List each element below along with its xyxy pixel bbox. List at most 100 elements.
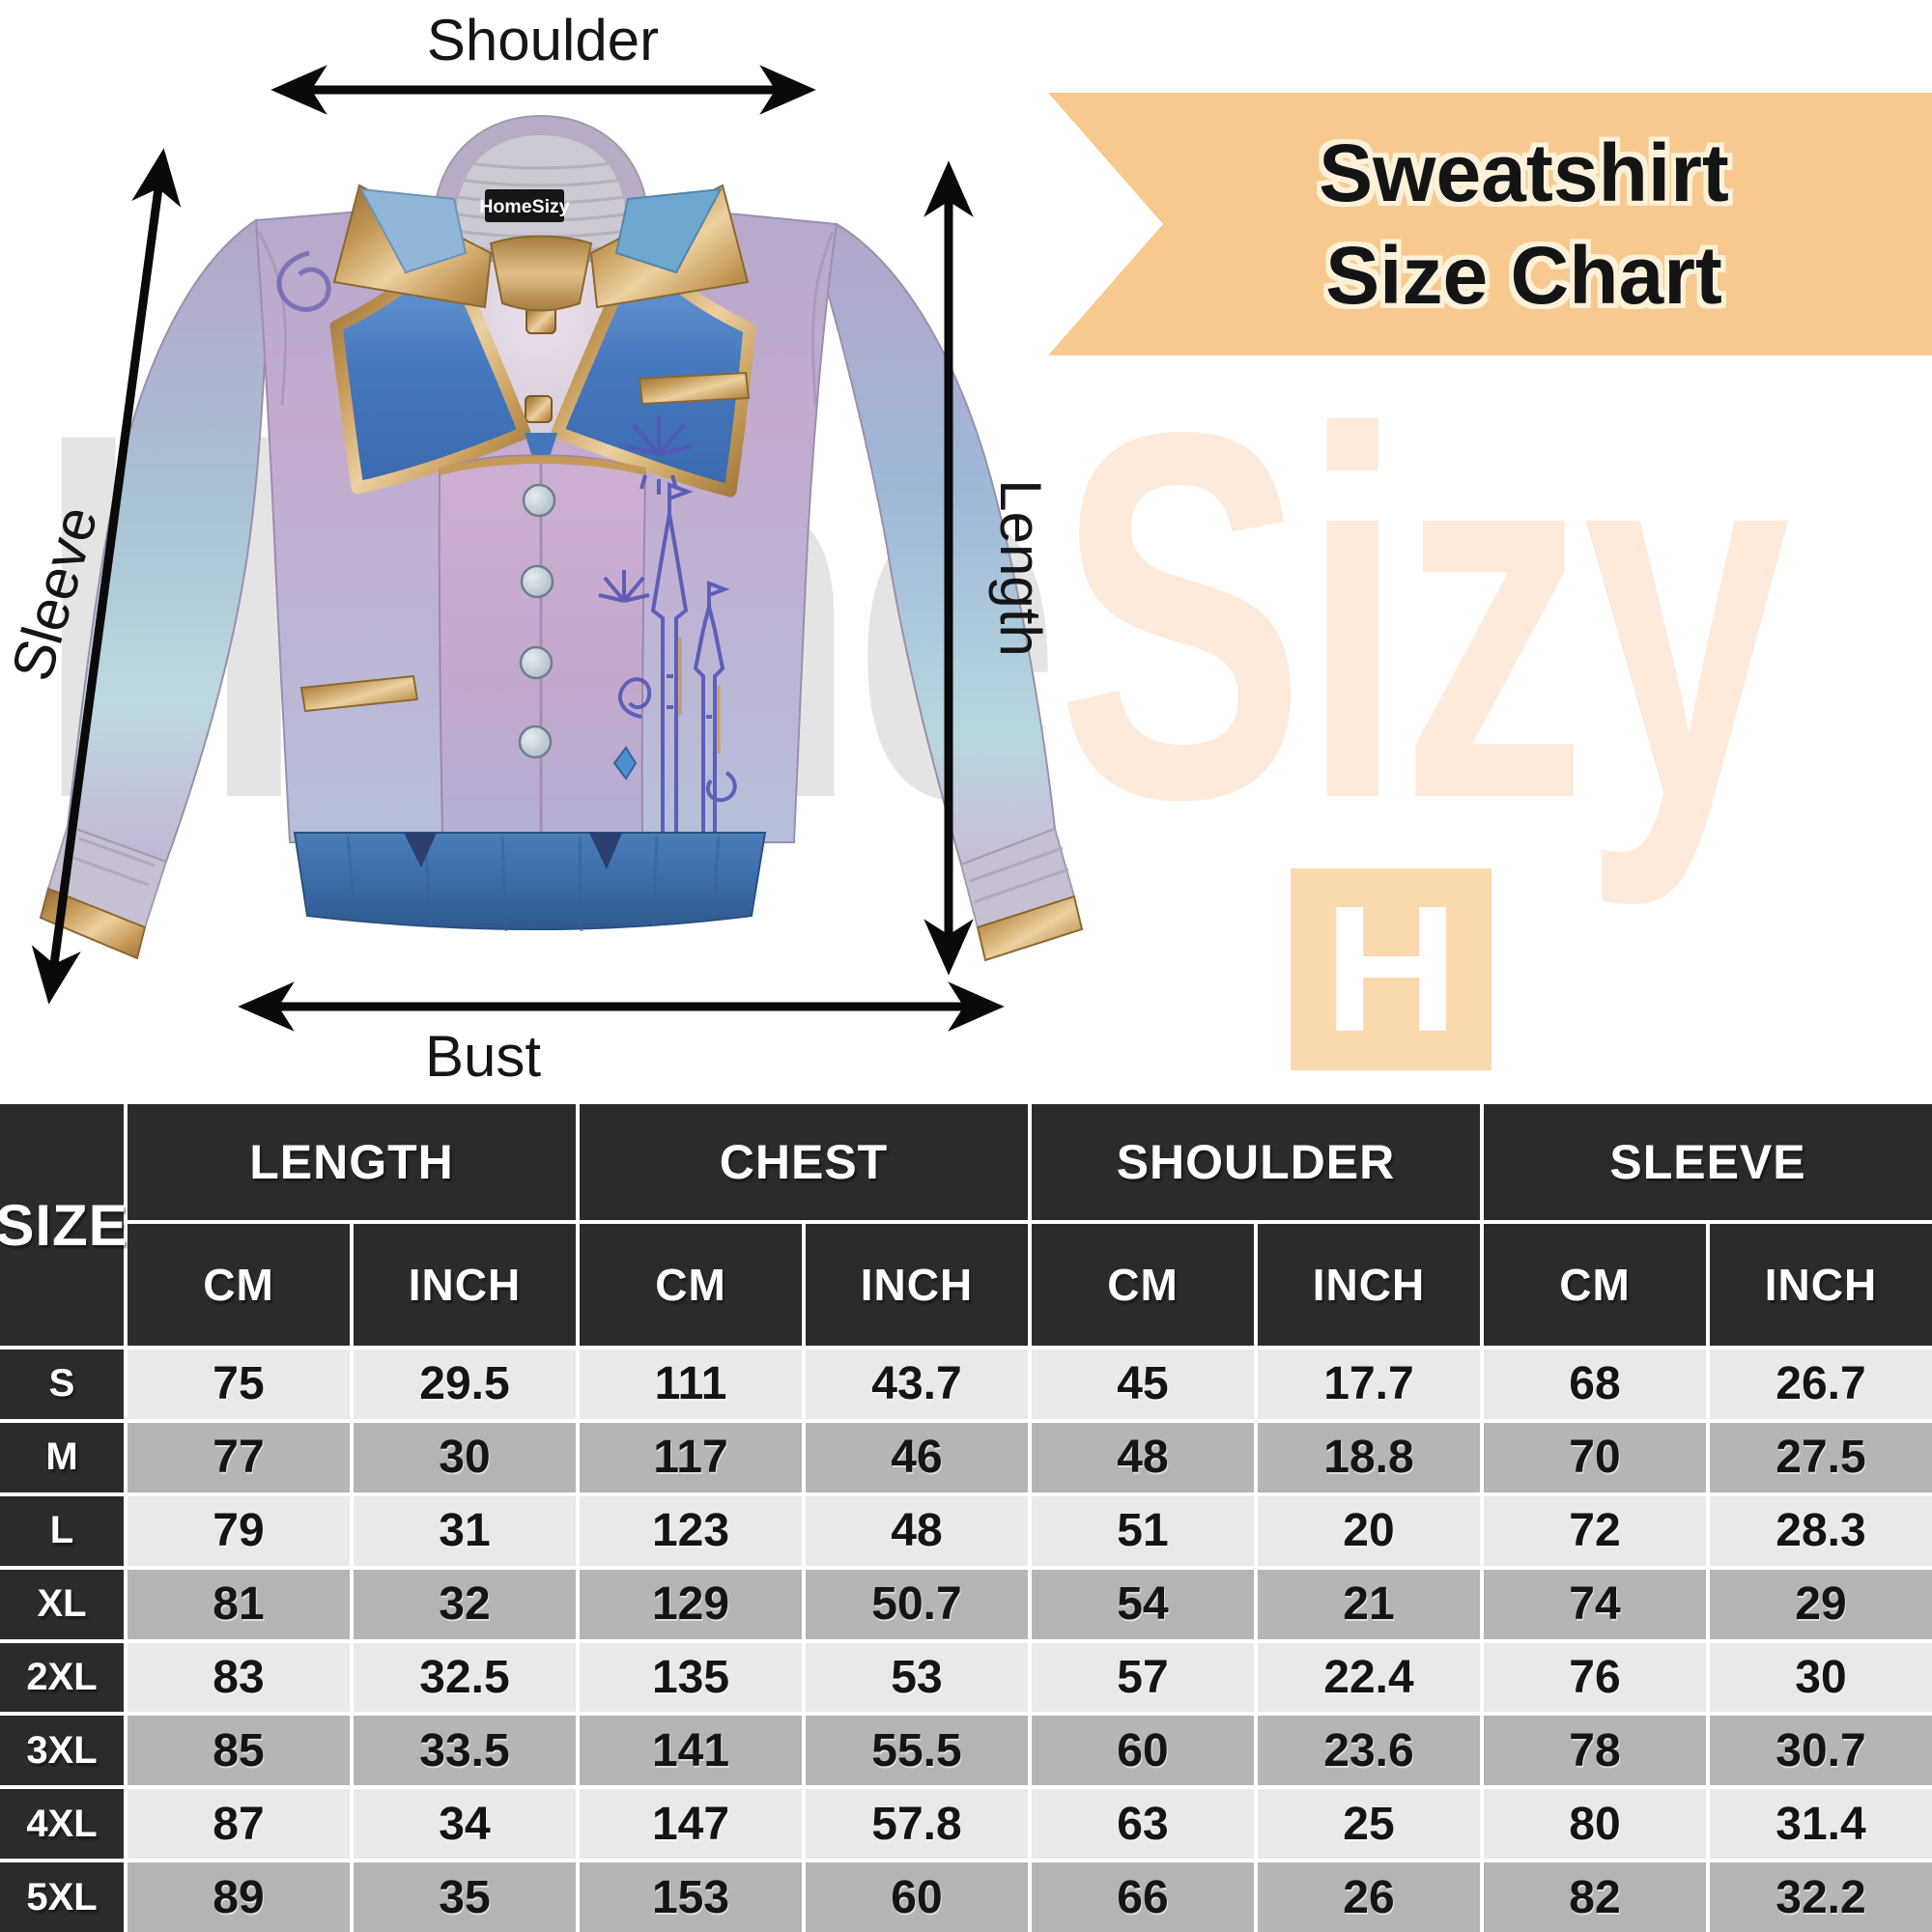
table-cell: 35 (354, 1862, 576, 1932)
table-cell: 31 (354, 1495, 576, 1566)
bow-tie (332, 184, 750, 312)
table-cell: 79 (128, 1495, 350, 1566)
table-cell: 68 (1484, 1350, 1706, 1419)
watermark-sizy: Sizy (1056, 325, 1791, 907)
table-cell: 57.8 (806, 1789, 1028, 1860)
table-cell: 17.7 (1258, 1350, 1480, 1419)
title-banner: Sweatshirt Size Chart (1048, 93, 1932, 355)
table-cell: 18.8 (1258, 1422, 1480, 1492)
size-row-label: M (0, 1422, 124, 1492)
table-cell: 26.7 (1710, 1350, 1932, 1419)
table-cell: 30.7 (1710, 1716, 1932, 1786)
size-row-label: L (0, 1495, 124, 1566)
left-pocket-welt (299, 674, 419, 713)
table-cell: 43.7 (806, 1350, 1028, 1419)
logo-letter: H (1323, 869, 1459, 1069)
right-cuff-gold-trim (976, 895, 1084, 962)
table-cell: 89 (128, 1862, 350, 1932)
table-cell: 111 (580, 1350, 802, 1419)
unit-header: INCH (1258, 1224, 1480, 1346)
size-table: SIZE LENGTH CHEST SHOULDER SLEEVE CM INC… (0, 1104, 1932, 1932)
table-cell: 72 (1484, 1495, 1706, 1566)
table-cell: 32.5 (354, 1642, 576, 1713)
chest-pocket-welt (638, 371, 751, 406)
size-row-label: 4XL (0, 1789, 124, 1860)
size-row-label: 5XL (0, 1862, 124, 1932)
size-row-label: 2XL (0, 1642, 124, 1713)
table-cell: 54 (1032, 1569, 1254, 1639)
unit-header: INCH (354, 1224, 576, 1346)
table-cell: 55.5 (806, 1716, 1028, 1786)
table-cell: 66 (1032, 1862, 1254, 1932)
sweatshirt-illustration: HomeSizy Shoulder Sleeve Length Bust (0, 8, 1084, 1089)
table-cell: 129 (580, 1569, 802, 1639)
diamond-ornament (612, 746, 638, 781)
shoulder-swirl (276, 250, 331, 312)
group-header-sleeve: SLEEVE (1484, 1104, 1932, 1220)
collar-tag (485, 189, 564, 222)
table-cell: 63 (1032, 1789, 1254, 1860)
table-cell: 31.4 (1710, 1789, 1932, 1860)
table-cell: 48 (806, 1495, 1028, 1566)
castle-sketch (598, 415, 737, 837)
table-cell: 50.7 (806, 1569, 1028, 1639)
banner-title-line1: Sweatshirt (1319, 128, 1729, 218)
collar: HomeSizy (431, 114, 651, 265)
bib-button (525, 395, 553, 423)
unit-header: INCH (806, 1224, 1028, 1346)
right-lapel (551, 241, 756, 497)
table-cell: 51 (1032, 1495, 1254, 1566)
homesizy-logo: H (1291, 868, 1492, 1070)
table-cell: 30 (354, 1422, 576, 1492)
table-cell: 20 (1258, 1495, 1480, 1566)
tuxedo-print (276, 241, 756, 908)
vest-button (522, 483, 556, 518)
table-cell: 80 (1484, 1789, 1706, 1860)
table-cell: 45 (1032, 1350, 1254, 1419)
vest-button (520, 564, 554, 599)
table-cell: 81 (128, 1569, 350, 1639)
table-cell: 78 (1484, 1716, 1706, 1786)
left-lapel (329, 241, 531, 495)
shoulder-label: Shoulder (427, 8, 659, 72)
table-cell: 33.5 (354, 1716, 576, 1786)
shirt-bib (442, 249, 639, 462)
length-label: Length (988, 479, 1053, 657)
unit-header: CM (580, 1224, 802, 1346)
waistband (293, 832, 767, 932)
unit-header: INCH (1710, 1224, 1932, 1346)
unit-header: CM (1032, 1224, 1254, 1346)
table-cell: 153 (580, 1862, 802, 1932)
table-cell: 60 (1032, 1716, 1254, 1786)
table-cell: 32.2 (1710, 1862, 1932, 1932)
table-cell: 29 (1710, 1569, 1932, 1639)
table-cell: 123 (580, 1495, 802, 1566)
size-row-label: XL (0, 1569, 124, 1639)
table-cell: 83 (128, 1642, 350, 1713)
table-cell: 117 (580, 1422, 802, 1492)
table-cell: 21 (1258, 1569, 1480, 1639)
group-header-shoulder: SHOULDER (1032, 1104, 1480, 1220)
table-cell: 22.4 (1258, 1642, 1480, 1713)
table-cell: 27.5 (1710, 1422, 1932, 1492)
group-header-chest: CHEST (580, 1104, 1028, 1220)
size-column-header: SIZE (0, 1104, 128, 1346)
table-cell: 141 (580, 1716, 802, 1786)
table-cell: 77 (128, 1422, 350, 1492)
table-cell: 29.5 (354, 1350, 576, 1419)
table-cell: 75 (128, 1350, 350, 1419)
table-cell: 26 (1258, 1862, 1480, 1932)
table-cell: 53 (806, 1642, 1028, 1713)
table-cell: 30 (1710, 1642, 1932, 1713)
bust-label: Bust (425, 1024, 541, 1089)
table-cell: 34 (354, 1789, 576, 1860)
table-cell: 28.3 (1710, 1495, 1932, 1566)
table-cell: 32 (354, 1569, 576, 1639)
table-cell: 82 (1484, 1862, 1706, 1932)
table-cell: 85 (128, 1716, 350, 1786)
table-cell: 60 (806, 1862, 1028, 1932)
size-row-label: S (0, 1350, 124, 1419)
table-cell: 46 (806, 1422, 1028, 1492)
unit-header: CM (128, 1224, 350, 1346)
